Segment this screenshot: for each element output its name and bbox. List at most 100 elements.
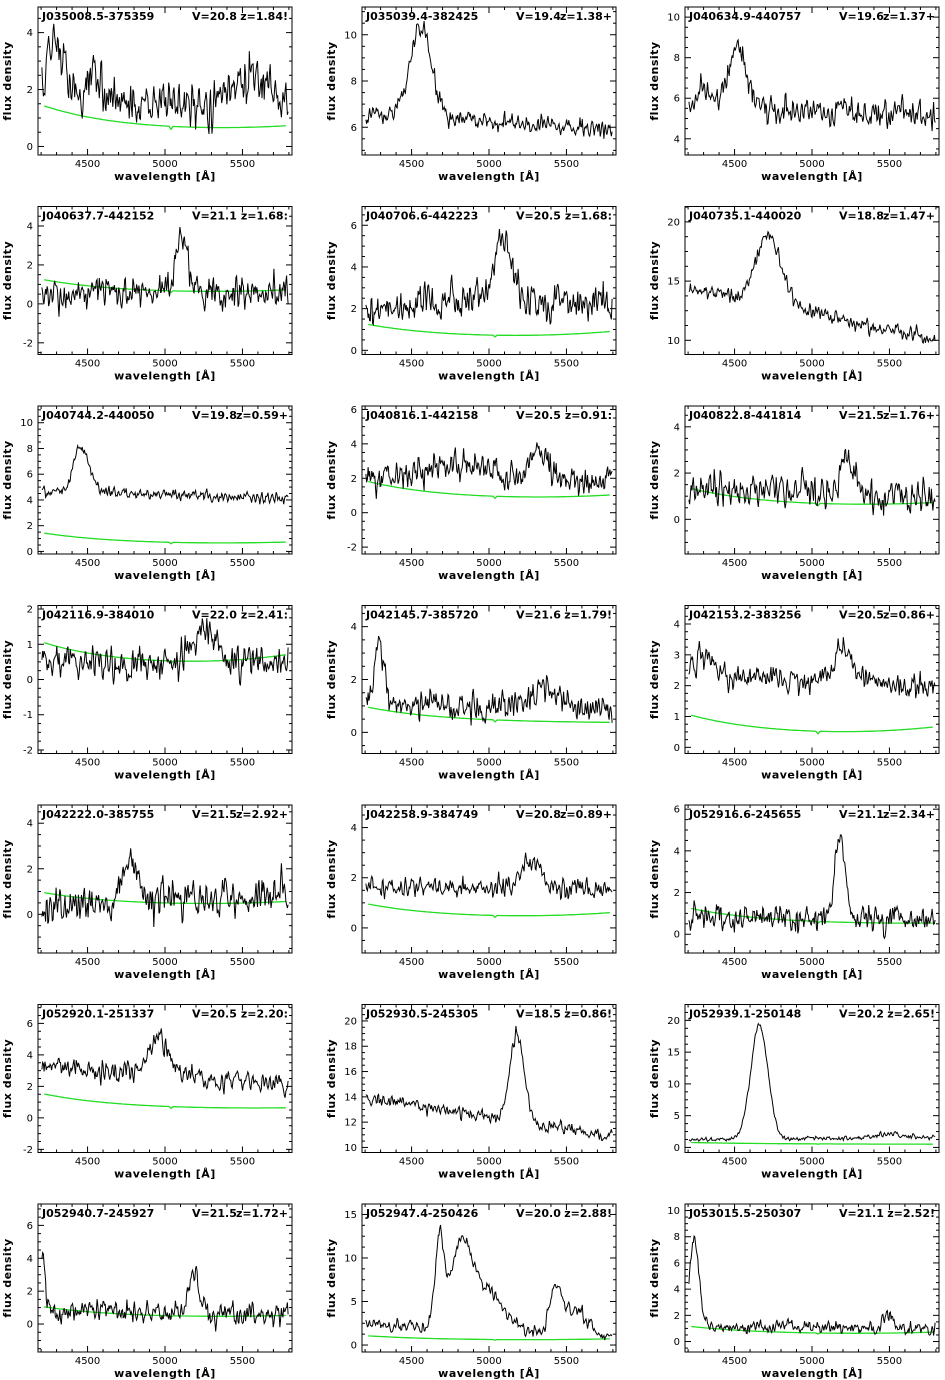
plot-frame	[684, 1004, 940, 1153]
spectrum-panel: 4500 5000 5500 4 6 8 10 wavelength [Å] flux dens…	[648, 6, 940, 183]
plot-frame	[684, 6, 940, 156]
y-tick-label: 4	[27, 1254, 33, 1265]
spectrum-curve	[41, 443, 289, 505]
object-name: J042153.2-383256	[688, 609, 802, 622]
spectrum-curve	[365, 21, 613, 139]
x-axis-label: wavelength [Å]	[761, 1168, 863, 1181]
spectrum-curve	[688, 230, 936, 345]
x-tick-label: 5000	[152, 758, 177, 769]
redshift: z=2.92+	[236, 808, 288, 821]
redshift: z=2.34+	[883, 808, 935, 821]
y-tick-label: 4	[674, 1285, 680, 1296]
x-axis-label: wavelength [Å]	[761, 968, 863, 981]
y-tick-label: 5	[351, 1297, 357, 1308]
x-tick-label: 5500	[230, 758, 255, 769]
x-tick-label: 5000	[152, 558, 177, 569]
y-tick-label: 10	[344, 30, 357, 41]
x-tick-label: 4500	[399, 359, 424, 370]
v-magnitude: V=19.8	[192, 409, 237, 422]
v-magnitude: V=21.5	[192, 1207, 237, 1220]
v-magnitude: V=21.5	[839, 409, 884, 422]
x-axis-label: wavelength [Å]	[114, 370, 216, 383]
x-tick-label: 5500	[230, 558, 255, 569]
y-tick-label: 0	[27, 910, 33, 921]
x-axis-label: wavelength [Å]	[114, 170, 216, 183]
x-tick-label: 5500	[230, 1356, 255, 1367]
object-name: J052930.5-245305	[365, 1008, 478, 1021]
plot-frame	[37, 1203, 293, 1353]
y-tick-label: 8	[27, 444, 33, 455]
x-axis-label: wavelength [Å]	[438, 569, 540, 582]
redshift: z=0.86+	[883, 609, 935, 622]
y-tick-label: 0	[674, 1143, 680, 1154]
y-tick-label: 10	[667, 1079, 680, 1090]
y-tick-label: 6	[674, 805, 680, 816]
spectrum-curve	[688, 448, 936, 516]
x-tick-label: 4500	[722, 159, 747, 170]
y-axis-label: flux density	[1, 1238, 14, 1317]
x-tick-label: 5000	[152, 957, 177, 968]
y-axis-label: flux density	[648, 241, 661, 320]
object-name: J040816.1-442158	[365, 409, 478, 422]
spectrum-curve	[365, 635, 613, 726]
spectrum-curve	[41, 1028, 289, 1098]
x-tick-label: 5000	[799, 558, 824, 569]
y-tick-label: 10	[667, 336, 680, 347]
y-tick-label: 18	[344, 1042, 357, 1053]
redshift: z=0.59+	[236, 409, 288, 422]
plot-frame	[361, 1203, 617, 1353]
y-tick-label: 0	[674, 930, 680, 941]
spectrum-curve	[365, 228, 613, 327]
y-tick-label: 2	[27, 85, 33, 96]
x-tick-label: 5000	[152, 159, 177, 170]
plot-frame	[37, 605, 293, 754]
x-tick-label: 5500	[230, 359, 255, 370]
x-axis-label: wavelength [Å]	[438, 1168, 540, 1181]
y-tick-label: 8	[674, 53, 680, 64]
redshift: z=2.41:	[241, 609, 288, 622]
x-tick-label: 5500	[554, 1356, 579, 1367]
y-tick-label: 4	[674, 422, 680, 433]
x-axis-label: wavelength [Å]	[114, 968, 216, 981]
x-tick-label: 4500	[399, 957, 424, 968]
y-axis-label: flux density	[325, 41, 338, 120]
x-tick-label: 5500	[877, 957, 902, 968]
v-magnitude: V=20.2	[839, 1008, 884, 1021]
v-magnitude: V=21.1	[839, 1207, 884, 1220]
spectrum-panel: 4500 5000 5500 0 1 2 3 4 wavelength [Å] flux dens…	[648, 605, 940, 782]
y-tick-label: 3	[674, 650, 680, 661]
v-magnitude: V=19.6	[839, 10, 884, 23]
x-tick-label: 4500	[399, 159, 424, 170]
y-tick-label: 4	[27, 495, 33, 506]
noise-curve	[368, 903, 610, 919]
y-axis-label: flux density	[648, 1238, 661, 1317]
y-tick-label: 0	[674, 1337, 680, 1348]
x-tick-label: 4500	[75, 558, 100, 569]
y-tick-label: 4	[351, 622, 357, 633]
y-axis-label: flux density	[648, 1039, 661, 1118]
redshift: z=1.38+	[560, 10, 612, 23]
x-tick-label: 5500	[877, 558, 902, 569]
y-tick-label: 20	[667, 217, 680, 228]
spectrum-panel: 4500 5000 5500 10 15 20 wavelength [Å] flux den…	[648, 206, 940, 383]
y-tick-label: 1	[27, 640, 33, 651]
x-axis-label: wavelength [Å]	[438, 1367, 540, 1380]
x-tick-label: 5500	[877, 1157, 902, 1168]
plot-frame	[684, 206, 940, 355]
v-magnitude: V=21.1	[839, 808, 884, 821]
spectrum-panel: 4500 5000 5500 0 5 10 15 wavelength [Å] flux den…	[325, 1203, 617, 1380]
y-tick-label: 0	[27, 547, 33, 558]
v-magnitude: V=21.5	[192, 808, 237, 821]
spectrum-panel: 4500 5000 5500 0 2 4 wavelength [Å] flux densit…	[325, 804, 617, 981]
spectrum-panel: 4500 5000 5500 -2 0 2 4 6 wavelength [Å] flux den…	[1, 1004, 293, 1181]
v-magnitude: V=19.4	[516, 10, 561, 23]
y-tick-label: -1	[23, 710, 33, 721]
y-tick-label: 4	[674, 134, 680, 145]
spectrum-panel: 4500 5000 5500 0 2 4 wavelength [Å] flux densit…	[1, 804, 293, 981]
spectrum-panel: 4500 5000 5500 10 12 14 16 18 20 wavelength [Å] fl…	[325, 1004, 617, 1181]
v-magnitude: V=18.8	[839, 210, 884, 223]
y-tick-label: 2	[674, 681, 680, 692]
spectrum-curve	[41, 618, 289, 686]
y-axis-label: flux density	[648, 440, 661, 519]
y-tick-label: 6	[27, 470, 33, 481]
